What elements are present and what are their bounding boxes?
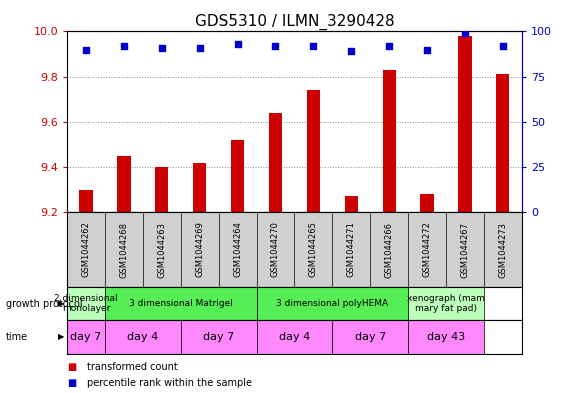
Text: GSM1044270: GSM1044270 — [271, 222, 280, 277]
Bar — [231, 140, 244, 212]
Text: GSM1044268: GSM1044268 — [120, 222, 128, 277]
Text: growth protocol: growth protocol — [6, 299, 82, 309]
Bar — [193, 162, 206, 212]
Point — [308, 43, 318, 49]
Text: transformed count: transformed count — [87, 362, 178, 373]
Bar — [382, 70, 396, 212]
Text: xenograph (mam
mary fat pad): xenograph (mam mary fat pad) — [407, 294, 485, 313]
Point — [385, 43, 394, 49]
Text: ▶: ▶ — [58, 299, 64, 308]
Text: percentile rank within the sample: percentile rank within the sample — [87, 378, 252, 388]
Bar — [117, 156, 131, 212]
Text: 3 dimensional Matrigel: 3 dimensional Matrigel — [129, 299, 233, 308]
Bar — [181, 320, 257, 354]
Title: GDS5310 / ILMN_3290428: GDS5310 / ILMN_3290428 — [195, 14, 394, 30]
Text: day 43: day 43 — [427, 332, 465, 342]
Point — [233, 41, 243, 47]
Bar — [307, 90, 320, 212]
Point — [346, 48, 356, 55]
Bar — [269, 113, 282, 212]
Bar — [79, 189, 93, 212]
Text: day 7: day 7 — [203, 332, 234, 342]
Text: ■: ■ — [67, 362, 76, 373]
Text: GSM1044273: GSM1044273 — [498, 222, 507, 277]
Point — [498, 43, 507, 49]
Text: ■: ■ — [67, 378, 76, 388]
Text: GSM1044266: GSM1044266 — [385, 222, 394, 277]
Bar — [67, 320, 105, 354]
Text: ▶: ▶ — [58, 332, 64, 342]
Text: day 4: day 4 — [127, 332, 159, 342]
Text: 3 dimensional polyHEMA: 3 dimensional polyHEMA — [276, 299, 388, 308]
Point — [119, 43, 128, 49]
Text: GSM1044264: GSM1044264 — [233, 222, 242, 277]
Bar — [67, 287, 105, 320]
Text: GSM1044262: GSM1044262 — [82, 222, 90, 277]
Bar — [257, 320, 332, 354]
Bar — [458, 36, 472, 212]
Bar — [345, 196, 358, 212]
Text: GSM1044271: GSM1044271 — [347, 222, 356, 277]
Bar — [408, 287, 484, 320]
Point — [157, 44, 167, 51]
Point — [271, 43, 280, 49]
Bar — [155, 167, 168, 212]
Bar — [420, 194, 434, 212]
Point — [195, 44, 205, 51]
Text: day 4: day 4 — [279, 332, 310, 342]
Text: GSM1044269: GSM1044269 — [195, 222, 204, 277]
Bar — [496, 74, 510, 212]
Point — [460, 30, 469, 37]
Text: 2 dimensional
monolayer: 2 dimensional monolayer — [54, 294, 118, 313]
Text: day 7: day 7 — [71, 332, 101, 342]
Text: GSM1044263: GSM1044263 — [157, 222, 166, 277]
Text: GSM1044267: GSM1044267 — [461, 222, 469, 277]
Point — [82, 46, 91, 53]
Bar — [332, 320, 408, 354]
Bar — [408, 320, 484, 354]
Text: day 7: day 7 — [354, 332, 386, 342]
Text: GSM1044272: GSM1044272 — [423, 222, 431, 277]
Point — [422, 46, 431, 53]
Text: GSM1044265: GSM1044265 — [309, 222, 318, 277]
Bar — [257, 287, 408, 320]
Bar — [105, 320, 181, 354]
Text: time: time — [6, 332, 28, 342]
Bar — [105, 287, 257, 320]
